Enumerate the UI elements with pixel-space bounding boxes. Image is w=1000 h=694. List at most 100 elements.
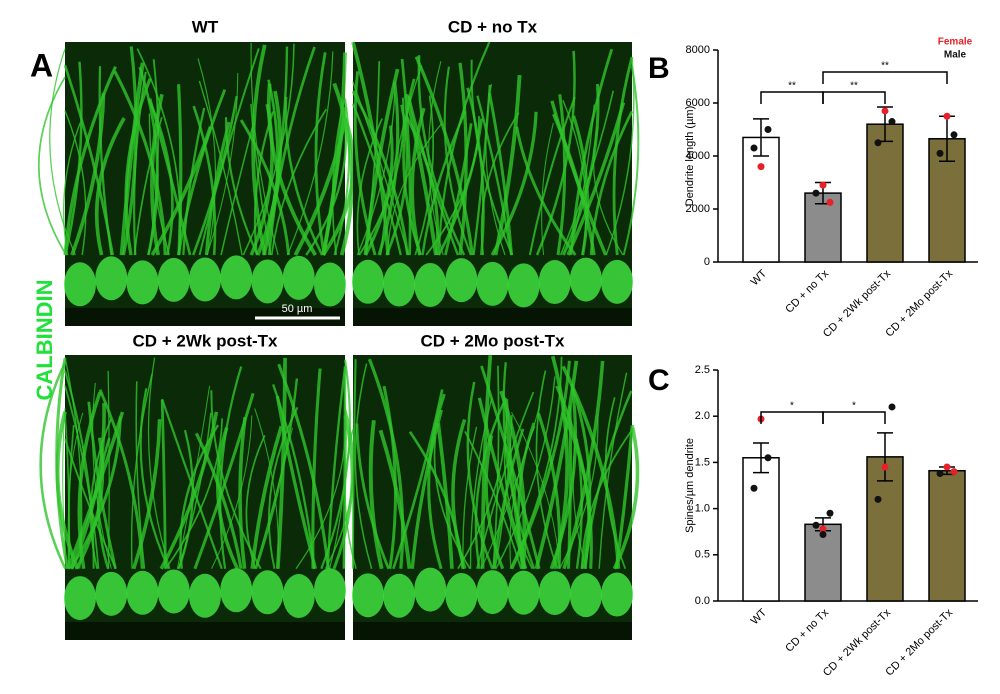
dendrite bbox=[407, 95, 459, 256]
dendrite bbox=[245, 435, 266, 570]
data-point bbox=[936, 149, 944, 157]
data-point bbox=[819, 181, 827, 189]
dendrite bbox=[92, 382, 112, 569]
dendrite bbox=[206, 72, 239, 256]
layer bbox=[65, 622, 345, 640]
dendrite bbox=[63, 64, 115, 256]
dendrite bbox=[622, 66, 640, 256]
soma bbox=[445, 572, 478, 617]
dendrite bbox=[559, 90, 615, 256]
x-tick-label: WT bbox=[749, 606, 770, 627]
stain-label: CALBINDIN bbox=[32, 280, 57, 401]
dendrite bbox=[493, 74, 522, 256]
dendrite bbox=[355, 423, 390, 570]
dendrite bbox=[159, 411, 219, 570]
dendrite bbox=[238, 416, 247, 569]
dendrite bbox=[139, 388, 170, 570]
dendrite bbox=[566, 102, 626, 256]
dendrite bbox=[584, 390, 633, 569]
dendrite bbox=[363, 68, 400, 256]
soma bbox=[157, 257, 190, 302]
dendrite bbox=[62, 122, 81, 256]
bar bbox=[866, 123, 904, 263]
significance-bracket bbox=[822, 71, 948, 84]
data-point bbox=[826, 198, 834, 206]
dendrite bbox=[368, 420, 384, 570]
dendrite bbox=[480, 365, 541, 570]
dendrite bbox=[321, 106, 347, 256]
dendrite bbox=[342, 366, 347, 569]
layer bbox=[65, 308, 345, 326]
dendrite bbox=[250, 425, 284, 569]
dendrite bbox=[63, 65, 117, 256]
soma bbox=[414, 567, 447, 612]
dendrite bbox=[239, 119, 291, 256]
dendrite bbox=[392, 389, 444, 570]
bar bbox=[742, 136, 780, 263]
soma bbox=[601, 572, 633, 617]
data-point bbox=[826, 509, 834, 517]
soma bbox=[282, 255, 315, 300]
dendrite bbox=[55, 358, 70, 570]
y-tick-label: 0.0 bbox=[695, 595, 710, 607]
soma bbox=[569, 573, 602, 618]
dendrite bbox=[147, 59, 160, 256]
dendrite bbox=[333, 98, 351, 256]
soma bbox=[383, 573, 416, 618]
dendrite bbox=[592, 126, 624, 256]
soma bbox=[189, 573, 221, 618]
dendrite bbox=[270, 108, 328, 256]
data-point bbox=[819, 530, 827, 538]
dendrite bbox=[476, 95, 513, 256]
dendrite bbox=[492, 428, 525, 569]
y-tick-label: 0.5 bbox=[695, 549, 710, 561]
dendrite bbox=[64, 385, 100, 569]
data-point bbox=[874, 495, 882, 503]
dendrite bbox=[253, 111, 274, 256]
dendrite bbox=[64, 412, 71, 569]
data-point bbox=[881, 107, 889, 115]
bar bbox=[742, 457, 780, 602]
dendrite bbox=[354, 363, 373, 569]
dendrite bbox=[331, 99, 345, 256]
y-axis-label: Spines/µm dendrite bbox=[684, 438, 696, 533]
bar bbox=[928, 469, 966, 602]
error-bar bbox=[753, 118, 769, 157]
dendrite bbox=[49, 48, 76, 256]
dendrite bbox=[193, 392, 255, 570]
x-tick-label: CD + no Tx bbox=[783, 606, 831, 654]
dendrite bbox=[562, 360, 605, 570]
soma bbox=[569, 257, 602, 302]
data-point bbox=[764, 454, 772, 462]
soma bbox=[314, 262, 346, 307]
dendrite bbox=[148, 98, 192, 256]
panel-label: A bbox=[30, 47, 53, 83]
data-point bbox=[757, 163, 765, 171]
dendrite bbox=[198, 80, 243, 256]
image-title: CD + no Tx bbox=[448, 17, 538, 36]
soma bbox=[383, 262, 416, 307]
dendrite bbox=[344, 429, 357, 569]
data-point bbox=[819, 525, 827, 533]
soma bbox=[445, 258, 478, 303]
y-tick-label: 6000 bbox=[686, 97, 710, 109]
dendrite bbox=[198, 48, 260, 256]
soma bbox=[189, 257, 221, 302]
dendrite bbox=[177, 84, 183, 256]
dendrite bbox=[215, 427, 239, 570]
layer bbox=[353, 622, 632, 640]
dendrite bbox=[417, 55, 466, 256]
dendrite bbox=[254, 427, 293, 569]
data-point bbox=[943, 463, 951, 471]
dendrite bbox=[262, 79, 279, 256]
dendrite bbox=[457, 413, 508, 570]
image-title: WT bbox=[192, 17, 219, 36]
dendrite bbox=[314, 52, 327, 256]
legend-label: Male bbox=[944, 50, 967, 61]
significance-bracket bbox=[760, 411, 824, 424]
soma bbox=[314, 568, 346, 613]
significance-bracket bbox=[760, 91, 824, 104]
error-bar bbox=[877, 432, 893, 482]
y-tick-label: 1.5 bbox=[695, 456, 710, 468]
error-bar bbox=[753, 442, 769, 474]
